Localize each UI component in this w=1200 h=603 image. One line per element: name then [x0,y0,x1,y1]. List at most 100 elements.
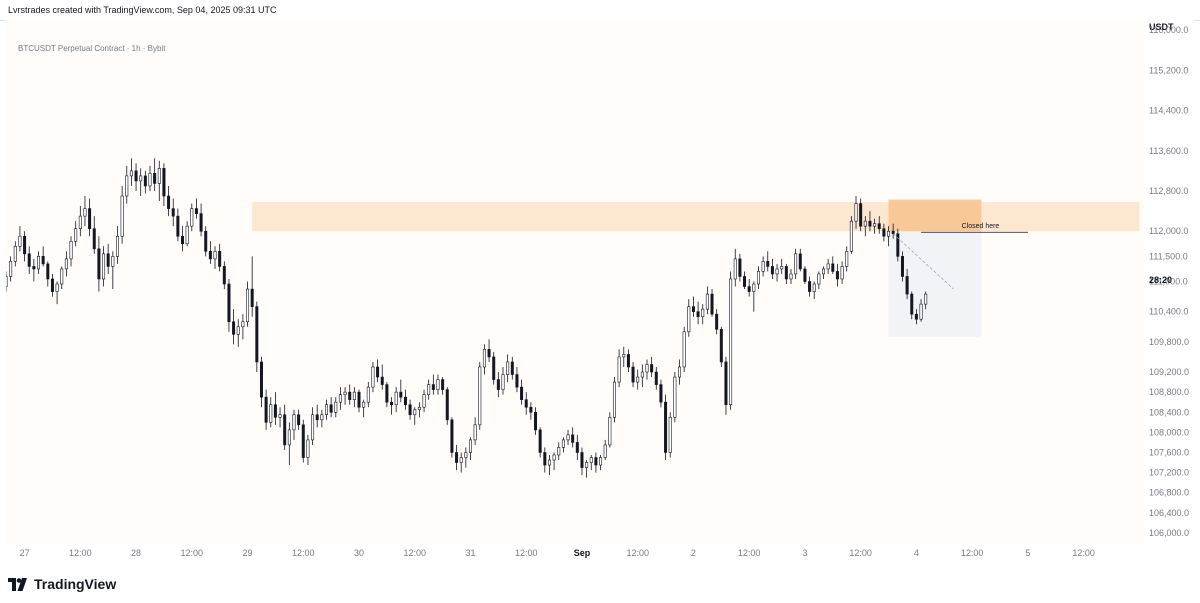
candle-body [129,170,133,177]
candle-body [167,195,171,209]
candle [32,258,36,282]
candle [301,419,305,463]
candle-body [710,293,714,315]
candle-body [538,429,542,453]
price-tick-label: 109,200.0 [1149,367,1189,377]
candle-body [315,414,319,421]
candle [385,382,389,408]
candle-body [371,366,375,388]
candle-body [775,268,779,275]
candle [659,379,663,408]
price-tick-label: 111,000.0 [1149,277,1188,287]
candle-body [636,376,640,383]
candle [510,356,514,380]
candle [125,165,129,204]
candle [324,399,328,420]
candle [877,216,881,234]
candle-body [334,401,338,413]
time-axis[interactable]: 27 12:00 28 12:00 29 12:00 30 12:00 31 12:00 Sep 12… [6,543,1144,565]
candle [18,226,22,252]
price-tick-label: 113,600.0 [1149,146,1188,156]
time-tick-label: 12:00 [738,548,761,558]
candle [320,409,324,428]
price-tick-label: 110,400.0 [1149,307,1188,317]
candle [585,460,589,478]
candle-body [399,391,403,398]
candle-body [64,258,68,270]
time-tick-label: 12:00 [403,548,426,558]
price-tick-label: 106,400.0 [1149,508,1189,518]
candle [376,359,380,383]
tradingview-logo-icon [8,577,27,591]
candle-body [770,266,774,275]
candle-body [612,381,616,418]
candle [27,246,31,274]
candle-body [88,208,92,229]
candle-body [241,321,245,328]
candle-body [487,349,491,358]
projection-line [892,233,954,290]
candle-body [55,283,59,292]
candle [654,366,658,390]
candle-body [366,386,370,403]
candle [849,216,853,254]
candle [808,276,812,297]
candle-body [687,306,691,333]
candle-body [780,266,784,270]
candle-body [176,215,180,237]
symbol-legend[interactable]: BTCUSDT Perpetual Contract · 1h · Bybit [18,44,166,53]
candle-body [134,170,138,182]
candle-body [859,203,863,227]
candle-body [352,391,356,400]
candle [492,351,496,385]
candle [770,258,774,279]
candle [733,248,737,287]
candle-body [766,261,770,267]
candle-body [496,379,500,390]
candle [111,251,115,290]
candle [106,243,110,274]
candle [78,206,82,237]
candle-body [589,457,593,463]
candle [701,304,705,325]
candle [822,266,826,279]
candle [60,266,64,290]
candle [636,369,640,390]
candle-body [557,447,561,456]
candle [626,349,630,373]
candle-body [794,253,798,275]
candle [743,271,747,290]
candle-body [733,258,737,280]
candle-body [436,379,440,390]
candle-body [529,406,533,413]
candle-body [213,251,217,260]
price-tick-label: 108,400.0 [1149,407,1189,417]
candle-body [6,276,8,287]
candle-body [743,276,747,287]
candle [450,417,454,458]
candle [784,263,788,285]
projection-box [888,231,982,337]
candle-body [673,376,677,418]
candle [668,412,672,458]
candle [436,374,440,395]
candle [557,442,561,461]
time-axis-background [6,543,1144,565]
candle-body [459,457,463,463]
candle-body [431,384,435,390]
candle-body [877,223,881,229]
candle-body [798,253,802,270]
candle-body [919,303,923,320]
author-credit: Lvrstrades created with TradingView.com,… [8,5,277,15]
candle [120,185,124,244]
tradingview-logo[interactable]: TradingView [8,576,116,592]
candle-body [650,364,654,373]
candle-body [427,384,431,395]
candle [315,404,319,428]
candle [6,271,8,292]
candle [780,258,784,274]
candle-body [599,457,603,466]
candle-body [826,263,830,270]
